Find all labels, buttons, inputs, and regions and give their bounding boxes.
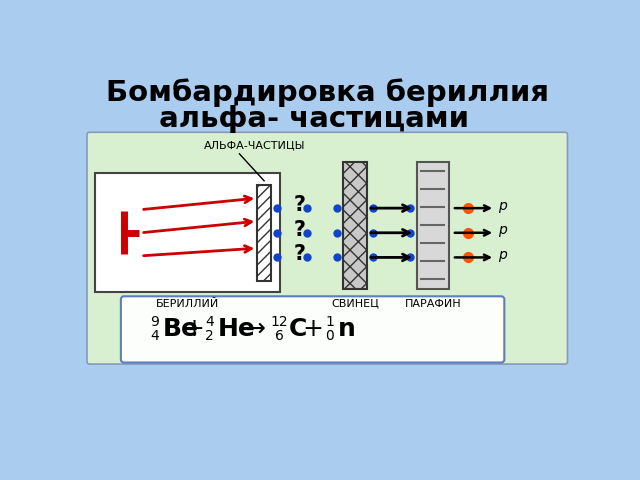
Text: БЕРИЛЛИЙ: БЕРИЛЛИЙ [156, 299, 220, 309]
Text: 12: 12 [271, 315, 288, 329]
Text: СВИНЕЦ: СВИНЕЦ [331, 299, 379, 309]
Text: 1: 1 [325, 315, 334, 329]
Text: 9: 9 [150, 315, 159, 329]
Bar [417, 162, 449, 288]
Text: ?: ? [294, 195, 305, 215]
FancyBboxPatch shape [87, 132, 568, 364]
Text: n: n [338, 317, 356, 341]
Text: +: + [184, 317, 204, 341]
Text: 4: 4 [205, 315, 214, 329]
Bar [95, 173, 280, 292]
Text: He: He [218, 317, 256, 341]
Bar [257, 185, 271, 281]
Text: C: C [289, 317, 307, 341]
Text: p: p [498, 199, 507, 213]
Text: альфа- частицами: альфа- частицами [148, 105, 469, 133]
Text: 2: 2 [205, 329, 214, 343]
Text: +: + [302, 317, 323, 341]
Text: →: → [244, 317, 266, 341]
FancyBboxPatch shape [121, 296, 504, 362]
Text: p: p [498, 248, 507, 262]
Text: 4: 4 [150, 329, 159, 343]
Text: АЛЬФА-ЧАСТИЦЫ: АЛЬФА-ЧАСТИЦЫ [204, 140, 306, 150]
Text: ?: ? [294, 244, 305, 264]
Text: ПАРАФИН: ПАРАФИН [404, 299, 461, 309]
Text: Be: Be [163, 317, 199, 341]
Text: ?: ? [294, 220, 305, 240]
Bar [344, 162, 367, 288]
Text: 6: 6 [275, 329, 284, 343]
Text: p: p [498, 224, 507, 238]
Text: 0: 0 [325, 329, 334, 343]
Text: Бомбардировка бериллия: Бомбардировка бериллия [106, 78, 550, 107]
